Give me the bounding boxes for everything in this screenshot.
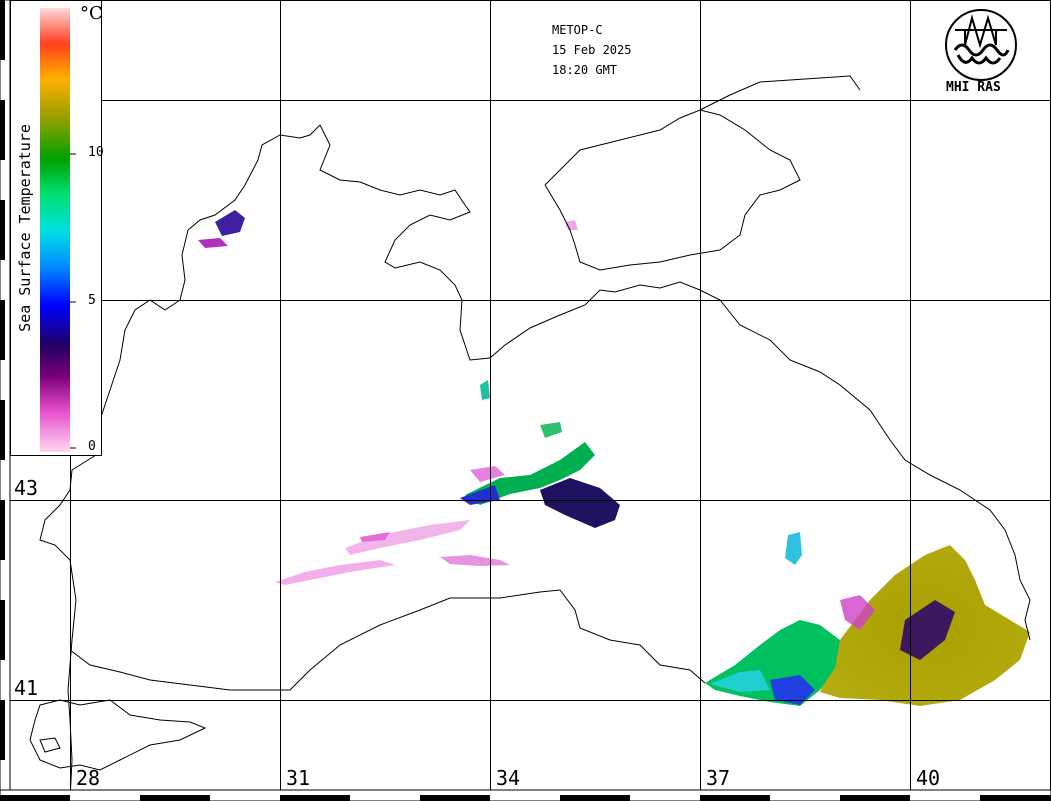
legend-title: Sea Surface Temperature: [16, 124, 34, 332]
coast-south: [69, 589, 706, 691]
logo-text: MHI RAS: [946, 80, 1001, 95]
sst-patch-central: [465, 442, 595, 505]
sst-patch-southeast-blue: [770, 675, 815, 705]
sst-patch-streak-2: [360, 532, 390, 542]
sst-patch-streak-3: [275, 560, 395, 585]
sst-patch-streak-1: [345, 520, 470, 555]
acquisition-date: 15 Feb 2025: [552, 43, 632, 57]
mhi-ras-emblem-icon: [945, 9, 1017, 81]
coast-north: [319, 124, 616, 361]
lat-label-41: 41: [14, 676, 39, 700]
coast-southeast: [614, 281, 1031, 641]
legend-unit: °C: [80, 3, 103, 24]
sst-patch-northwest: [215, 210, 245, 236]
legend-tick-0: 0: [88, 439, 96, 454]
sst-patch-crimea-small: [480, 380, 490, 400]
left-scale: [0, 0, 11, 801]
lon-label-31: 31: [286, 766, 311, 790]
lon-label-28: 28: [76, 766, 101, 790]
lon-label-34: 34: [496, 766, 521, 790]
acquisition-time: 18:20 GMT: [552, 63, 618, 77]
coast-marmara: [29, 699, 207, 771]
sst-patch-southeast-green: [705, 620, 840, 706]
sst-patch-central-magenta: [470, 466, 505, 482]
coast-marmara-islands: [39, 737, 61, 753]
sst-patch-streak-4: [440, 555, 510, 566]
legend-box: [10, 0, 102, 456]
sst-patch-southeast-dark: [900, 600, 955, 660]
coast-azov: [544, 109, 801, 271]
legend-tick-10: 10: [88, 145, 104, 160]
bottom-scale: [0, 789, 1051, 801]
lon-label-37: 37: [706, 766, 731, 790]
sst-patch-central-small: [540, 422, 562, 438]
sst-patch-southeast-cyan: [710, 670, 770, 692]
lon-label-40: 40: [916, 766, 941, 790]
coast-azov-north: [699, 75, 861, 111]
sst-patch-southeast-magenta: [840, 595, 875, 630]
sst-patch-east-cyan: [785, 532, 802, 565]
sst-patches: [198, 210, 1030, 706]
coast-west: [39, 124, 321, 801]
lat-label-43: 43: [14, 476, 39, 500]
sst-patch-northwest-2: [198, 238, 228, 248]
satellite-name: METOP-C: [552, 23, 603, 37]
sst-patch-central-dark: [540, 478, 620, 528]
legend-colorbar: [40, 8, 70, 452]
legend-tick-5: 5: [88, 293, 96, 308]
graticule: [10, 0, 1051, 790]
